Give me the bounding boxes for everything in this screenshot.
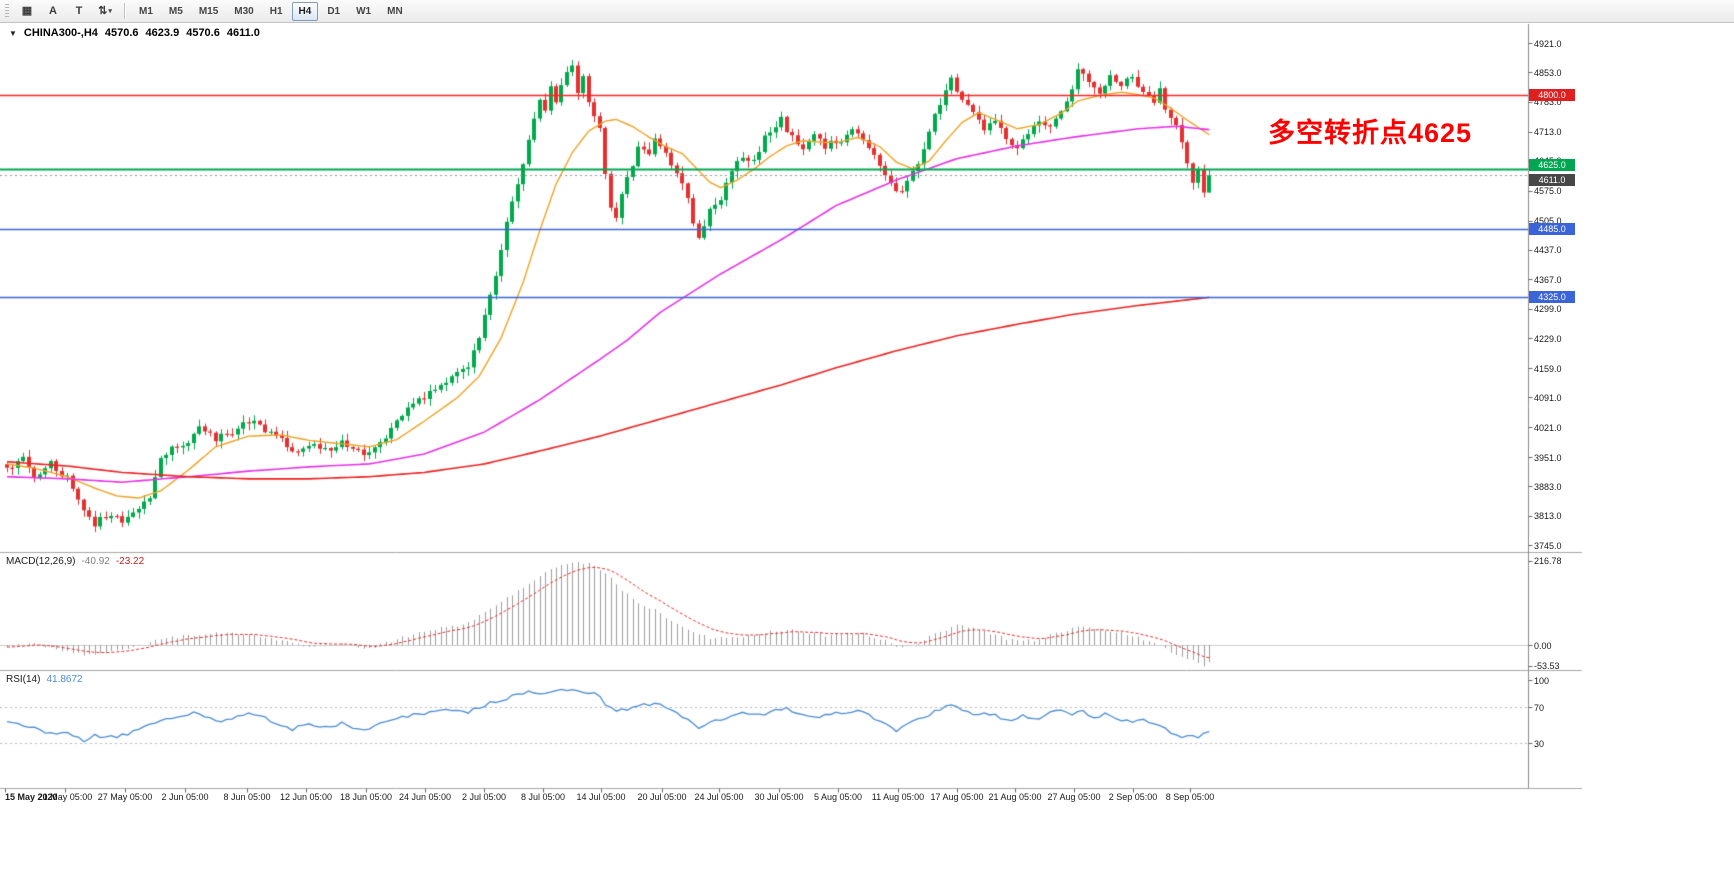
timeframe-m5-button[interactable]: M5 [168,5,183,17]
timeframe-group: M1 M5 M15 M30 H1 H4 D1 W1 MN [131,1,411,21]
timeframe-d1-button[interactable]: D1 [327,5,341,17]
toolbar-grip[interactable] [5,3,9,19]
timeframe-h1-button[interactable]: H1 [269,5,283,17]
timeframe-mn-button[interactable]: MN [387,5,403,17]
timeframe-m1-button[interactable]: M1 [139,5,153,17]
timeframe-m30-button[interactable]: M30 [234,5,254,17]
timeframe-h4-button[interactable]: H4 [291,1,319,21]
chart-tools-group: ▦ A T ⇅ ▾ [14,1,118,21]
dropdown-caret-icon: ▾ [108,8,112,15]
timeframe-m15-button[interactable]: M15 [198,5,219,17]
chart-grid-icon[interactable]: ▦ [14,1,40,21]
main-toolbar: ▦ A T ⇅ ▾ M1 M5 M15 M30 H1 H4 D1 W1 MN [0,0,1734,23]
scale-arrows-icon-glyph: ⇅ [98,4,108,17]
text-label-icon[interactable]: T [66,1,92,21]
chart-grid-icon-glyph: ▦ [21,4,33,17]
toolbar-separator [124,3,125,19]
insert-text-icon-glyph: A [49,4,57,17]
timeframe-w1-button[interactable]: W1 [356,5,372,17]
text-label-icon-glyph: T [75,4,83,17]
scale-arrows-icon[interactable]: ⇅ ▾ [92,1,118,21]
insert-text-icon[interactable]: A [40,1,66,21]
